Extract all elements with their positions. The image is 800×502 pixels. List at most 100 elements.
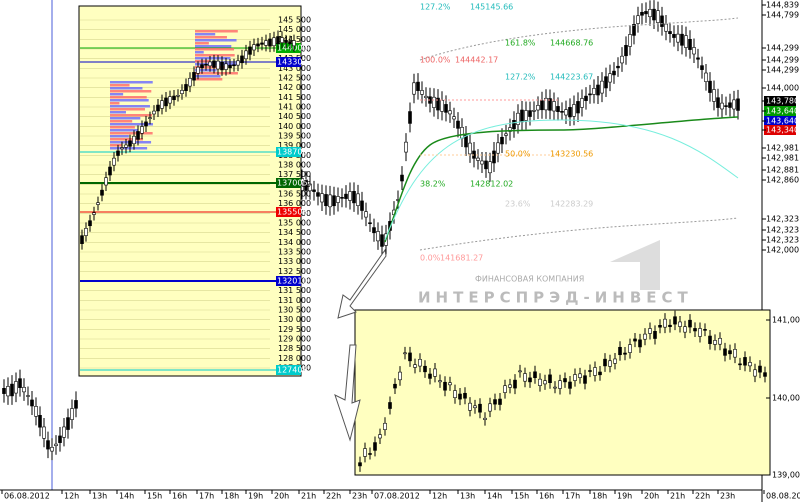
volume-profile-bar [110,102,120,105]
volume-profile-bar [195,51,204,54]
fib-price: 144442.17 [455,56,498,65]
candle-body [136,131,140,140]
candle-body [693,328,697,332]
candle-body [628,344,632,353]
candle-body [373,442,377,451]
candle-body [340,197,344,199]
volume-profile-bar [110,123,153,126]
candle-body [84,228,88,236]
candle-body [80,235,84,244]
candle-body [423,365,427,373]
time-label: 23h [352,492,367,501]
time-label: 18h [224,492,239,501]
candle-body [608,360,612,367]
volume-profile-bar [110,114,153,117]
candle-body [548,98,552,111]
candle-body [688,319,692,328]
fib-price: 142812.02 [470,180,513,189]
time-label: 18h [592,492,607,501]
candle-body [716,97,720,108]
candle-body [543,380,547,385]
candle-body [604,76,608,89]
candle-body [703,329,707,331]
candle-body [50,446,54,452]
candle-body [2,388,6,394]
candle-body [152,110,156,115]
profile-price-label: 128 500 [278,344,311,353]
candle-body [284,40,288,43]
time-label: 16h [172,492,187,501]
price-label: 143,780 [766,97,799,106]
time-label: 15h [514,492,529,501]
candle-body [692,47,696,55]
candle-body [408,111,412,124]
candle-body [480,160,484,165]
candle-body [688,38,692,50]
candle-body [533,371,537,379]
candle-body [352,191,356,204]
volume-profile-bar [195,75,221,78]
candle-body [256,43,260,47]
price-badge [764,96,796,106]
candle-body [683,326,687,333]
candle-body [673,316,677,325]
price-label: 144,299 [766,66,799,75]
level-badge [276,57,301,67]
candle-body [380,234,384,247]
time-label: 17h [565,492,580,501]
candle-body [104,177,108,186]
candle-body [216,60,220,70]
candle-body [596,84,600,96]
volume-profile-bar [110,108,145,111]
profile-price-label: 140 000 [278,122,311,131]
candle-body [520,109,524,123]
candle-body [10,383,14,397]
time-label: 22h [695,492,710,501]
candle-body [192,72,196,81]
candle-body [483,417,487,420]
profile-price-label: 141 000 [278,103,311,112]
volume-profile-bar [110,105,150,108]
fib-percent: 127.2% [505,73,536,82]
candle-body [403,352,407,355]
candle-body [320,193,324,203]
zoom-price-label: 141,000 [772,316,800,325]
candle-body [492,150,496,164]
candle-body [132,135,136,145]
candle-body [116,150,120,156]
candle-body [660,15,664,27]
time-label: 13h [92,492,107,501]
candle-body [508,384,512,388]
volume-profile-bar [195,60,211,63]
candle-body [208,61,212,67]
candle-body [484,160,488,170]
volume-profile-bar [110,126,135,129]
profile-price-label: 140 500 [278,112,311,121]
candle-body [738,363,742,366]
candle-body [280,37,284,43]
candle-body [493,399,497,405]
profile-price-label: 135 000 [278,219,311,228]
time-label: 15h [147,492,162,501]
candle-body [663,318,667,328]
candle-body [504,133,508,136]
candle-body [14,381,18,394]
candle-body [42,426,46,439]
candle-body [398,371,402,381]
candle-body [743,357,747,366]
fib-percent: 23.6% [505,200,531,209]
candle-body [632,24,636,36]
profile-price-label: 137 500 [278,170,311,179]
volume-profile-bar [110,96,147,99]
candle-body [383,422,387,430]
time-label: 22h [326,492,341,501]
candle-body [503,385,507,393]
candle-body [404,141,408,153]
candle-body [66,417,70,430]
candle-body [58,435,62,443]
fib-price: 145145.66 [470,3,513,12]
volume-profile-bar [110,87,143,90]
candle-body [468,142,472,155]
volume-profile-bar [195,45,232,48]
profile-price-label: 129 500 [278,325,311,334]
